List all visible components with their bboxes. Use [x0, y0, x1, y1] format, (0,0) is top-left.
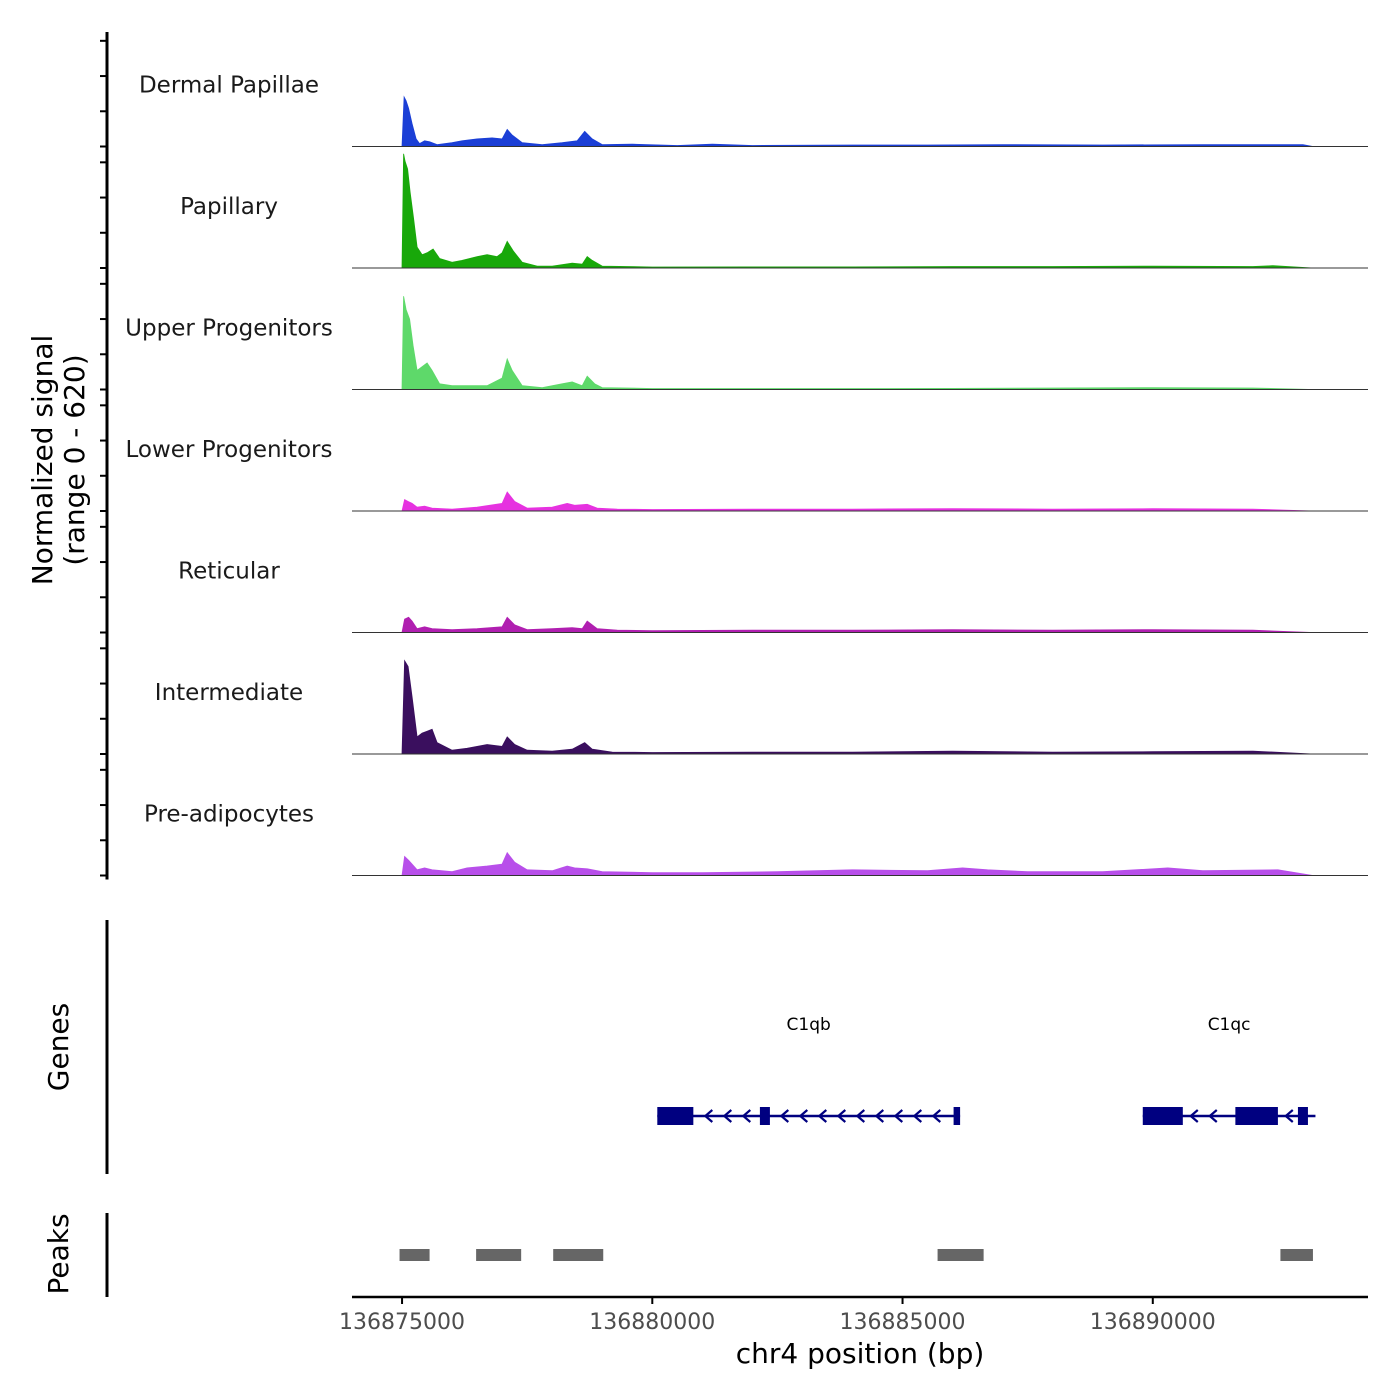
signal-area-dermal-papillae — [401, 95, 1313, 147]
y-axis-title-line1: Normalized signal — [26, 335, 59, 586]
strand-arrow — [1284, 1109, 1294, 1123]
track-label: Lower Progenitors — [126, 437, 333, 463]
x-tick-label: 136890000 — [1090, 1310, 1216, 1335]
signal-area-reticular — [401, 616, 1313, 633]
peak-regions — [399, 1249, 1313, 1261]
peaks-panel-label: Peaks — [42, 1213, 75, 1294]
peak-bar — [937, 1249, 984, 1261]
gene-exon — [1142, 1107, 1183, 1125]
y-axis-title-line2: (range 0 - 620) — [58, 354, 91, 565]
strand-arrow — [1208, 1109, 1218, 1123]
x-tick-label: 136885000 — [840, 1310, 966, 1335]
track-label: Dermal Papillae — [139, 73, 319, 99]
strand-arrow — [741, 1109, 752, 1123]
signal-tracks — [352, 95, 1368, 876]
signal-area-intermediate — [401, 659, 1313, 755]
track-label: Pre-adipocytes — [144, 802, 314, 828]
x-axis-ticks: 136875000 136880000 136885000 136890000 — [339, 1297, 1216, 1335]
peak-bar — [399, 1249, 430, 1261]
strand-arrow — [779, 1109, 790, 1123]
genes-panel-label: Genes — [42, 1003, 75, 1091]
strand-arrow — [722, 1109, 733, 1123]
strand-arrow — [1189, 1109, 1199, 1123]
peak-bar — [553, 1249, 604, 1261]
track-label: Upper Progenitors — [125, 316, 333, 342]
strand-arrow — [893, 1109, 904, 1123]
gene-label: C1qc — [1208, 1015, 1251, 1035]
x-tick-label: 136875000 — [339, 1310, 465, 1335]
gene-exon — [759, 1107, 770, 1125]
track-label: Papillary — [180, 194, 278, 220]
strand-arrow — [836, 1109, 847, 1123]
signal-area-pre-adipocytes — [401, 851, 1313, 876]
strand-arrow — [874, 1109, 885, 1123]
strand-arrow — [855, 1109, 866, 1123]
signal-y-axis — [100, 32, 109, 880]
signal-area-papillary — [401, 153, 1313, 269]
peak-bar — [1280, 1249, 1313, 1261]
strand-arrow — [798, 1109, 809, 1123]
strand-arrow — [817, 1109, 828, 1123]
strand-arrow — [703, 1109, 714, 1123]
gene-exon — [1297, 1107, 1308, 1125]
gene-label: C1qb — [787, 1015, 831, 1035]
track-labels: Dermal Papillae Papillary Upper Progenitor… — [125, 73, 333, 828]
gene-exon — [1235, 1107, 1278, 1125]
gene-exon — [953, 1107, 961, 1125]
track-label: Reticular — [178, 559, 280, 585]
gene-annotations: C1qb C1qc — [657, 1015, 1316, 1125]
strand-arrow — [931, 1109, 942, 1123]
track-label: Intermediate — [155, 680, 303, 706]
x-tick-label: 136880000 — [589, 1310, 715, 1335]
peak-bar — [476, 1249, 522, 1261]
signal-area-lower-progenitors — [401, 491, 1313, 512]
strand-arrow — [912, 1109, 923, 1123]
x-axis-title: chr4 position (bp) — [736, 1337, 985, 1370]
signal-area-upper-progenitors — [401, 296, 1313, 390]
gene-exon — [657, 1107, 694, 1125]
